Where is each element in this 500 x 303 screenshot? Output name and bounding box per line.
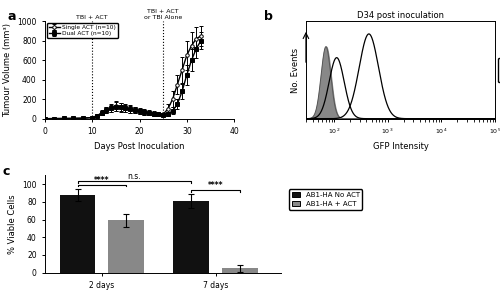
Legend: AB1-HA No ACT, AB1-HA + ACT: AB1-HA No ACT, AB1-HA + ACT	[289, 189, 362, 210]
Y-axis label: Tumour Volume (mm³): Tumour Volume (mm³)	[2, 23, 12, 117]
Title: D34 post inoculation: D34 post inoculation	[357, 12, 444, 20]
Bar	[108, 220, 144, 273]
Text: TBI + ACT: TBI + ACT	[76, 15, 108, 20]
Text: c: c	[2, 165, 10, 178]
Bar	[222, 268, 258, 273]
Text: a: a	[7, 9, 16, 22]
Y-axis label: % Viable Cells: % Viable Cells	[8, 194, 16, 254]
Text: b: b	[264, 9, 273, 22]
Legend: Single ACT (n=10), Dual ACT (n=10): Single ACT (n=10), Dual ACT (n=10)	[47, 23, 118, 38]
Text: ****: ****	[208, 181, 224, 190]
Bar	[174, 201, 209, 273]
Text: ****: ****	[94, 175, 110, 185]
Text: n.s.: n.s.	[128, 172, 141, 181]
Text: TBI + ACT
or TBI Alone: TBI + ACT or TBI Alone	[144, 9, 182, 20]
Y-axis label: No. Events: No. Events	[292, 47, 300, 92]
Bar	[60, 195, 96, 273]
Legend: B16.OVA No ACT, B16.OVA + ACT, B16.F10: B16.OVA No ACT, B16.OVA + ACT, B16.F10	[498, 58, 500, 82]
X-axis label: GFP Intensity: GFP Intensity	[372, 142, 428, 151]
X-axis label: Days Post Inoculation: Days Post Inoculation	[94, 142, 185, 151]
